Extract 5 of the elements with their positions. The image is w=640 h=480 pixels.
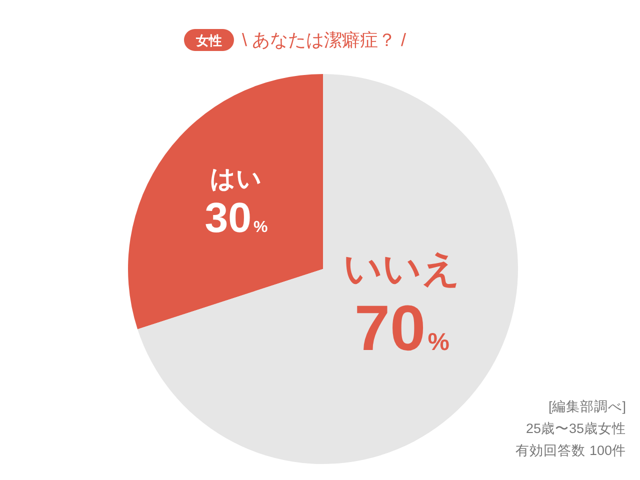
annotation: [編集部調べ] [548, 399, 626, 414]
annotation: 25歳〜35歳女性 [526, 421, 626, 436]
chart-title: \ あなたは潔癖症？ / [242, 30, 406, 50]
annotation: 有効回答数 100件 [516, 443, 626, 458]
chart-subtitle: 女性 [194, 33, 222, 48]
